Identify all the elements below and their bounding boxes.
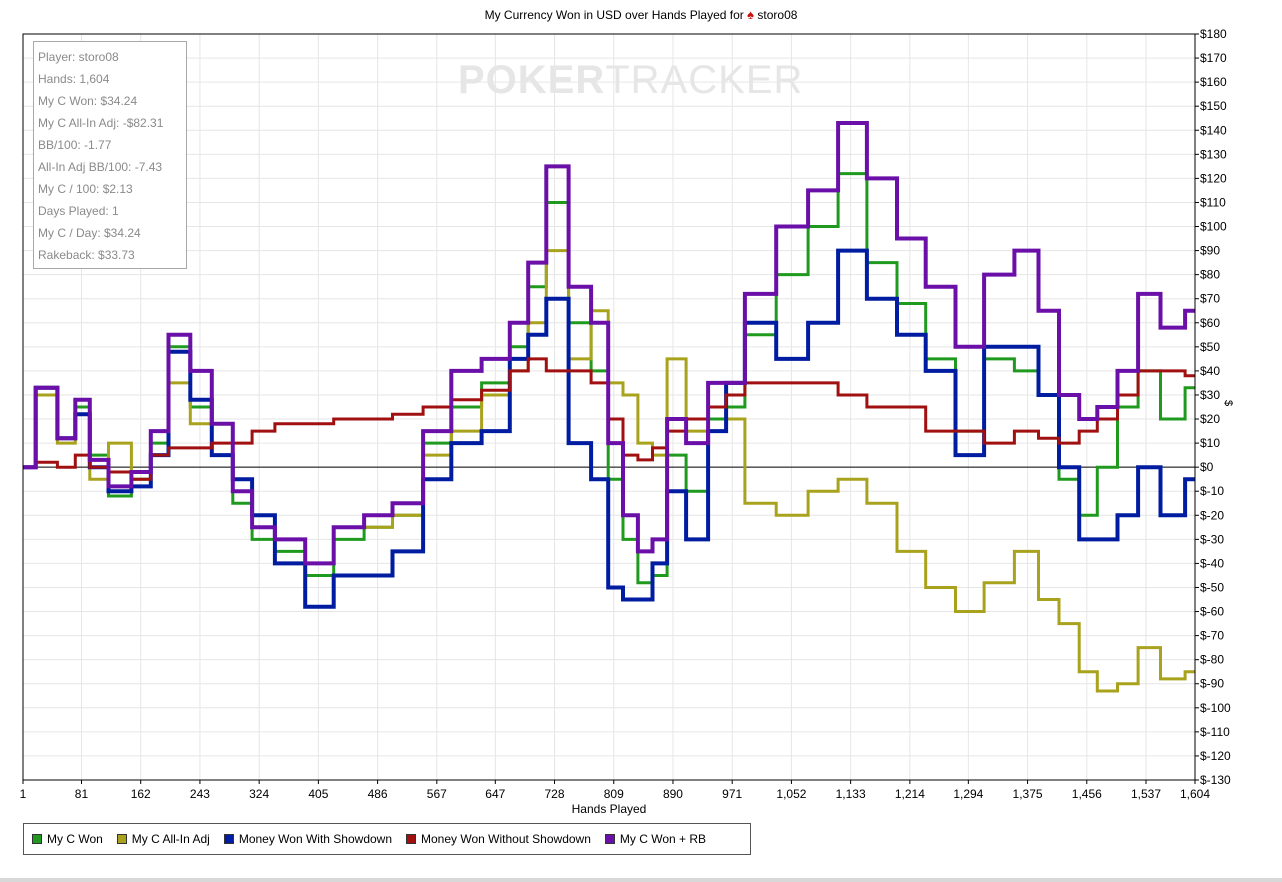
- legend-swatch: [406, 834, 417, 844]
- y-tick-label: $50: [1200, 340, 1220, 354]
- y-tick-label: $130: [1200, 147, 1227, 161]
- stat-line: My C Won: $34.24: [38, 94, 138, 108]
- legend-item: Money Won Without Showdown: [406, 832, 591, 846]
- y-tick-label: $-130: [1200, 773, 1231, 787]
- y-tick-label: $-100: [1200, 701, 1231, 715]
- x-tick-label: 405: [308, 787, 328, 801]
- y-tick-label: $120: [1200, 171, 1227, 185]
- y-tick-label: $90: [1200, 244, 1220, 258]
- y-tick-label: $10: [1200, 436, 1220, 450]
- plot-border: [22, 33, 1196, 781]
- legend-item: Money Won With Showdown: [223, 832, 393, 846]
- x-tick-label: 1,456: [1072, 787, 1102, 801]
- stats-panel: Player: storo08 Hands: 1,604 My C Won: $34…: [33, 41, 187, 269]
- chart-title: My Currency Won in USD over Hands Played…: [0, 7, 1282, 22]
- y-tick-label: $20: [1200, 412, 1220, 426]
- y-tick-label: $80: [1200, 268, 1220, 282]
- legend-item: My C Won + RB: [604, 832, 707, 846]
- y-tick-label: $-90: [1200, 677, 1224, 691]
- x-tick-label: 890: [663, 787, 683, 801]
- y-tick-label: $60: [1200, 316, 1220, 330]
- legend-swatch: [116, 834, 127, 844]
- y-tick-label: $-60: [1200, 605, 1224, 619]
- x-tick-label: 1: [20, 787, 27, 801]
- y-tick-label: $-120: [1200, 749, 1231, 763]
- legend-label: Money Won Without Showdown: [421, 832, 591, 846]
- legend-label: My C Won + RB: [619, 832, 707, 846]
- x-tick-label: 647: [485, 787, 505, 801]
- series-lines: [23, 121, 1195, 693]
- y-tick-label: $-80: [1200, 653, 1224, 667]
- legend-item: My C Won: [32, 832, 103, 846]
- window-bottom-edge: [0, 878, 1282, 882]
- x-tick-label: 486: [368, 787, 388, 801]
- x-axis-ticks: 1 81 162 243 324 405 486 567 647 728 809 890 971 1,05…: [20, 780, 1210, 801]
- y-tick-label: $180: [1200, 27, 1227, 41]
- y-tick-label: $100: [1200, 220, 1227, 234]
- watermark-part1: POKER: [458, 58, 606, 102]
- x-tick-label: 728: [545, 787, 565, 801]
- y-axis-ticks: $180 $170 $160 $150 $140 $130 $120 $110 $100 $90 $…: [1195, 27, 1231, 787]
- y-tick-label: $0: [1200, 460, 1214, 474]
- x-tick-label: 971: [722, 787, 742, 801]
- y-tick-label: $-110: [1200, 725, 1230, 739]
- stat-line: My C / Day: $34.24: [38, 226, 141, 240]
- y-tick-label: $150: [1200, 99, 1227, 113]
- chart-legend: My C Won My C All-In Adj Money Won With Sh…: [23, 823, 751, 855]
- y-tick-label: $160: [1200, 75, 1227, 89]
- y-tick-label: $-10: [1200, 484, 1224, 498]
- x-tick-label: 162: [131, 787, 151, 801]
- y-tick-label: $40: [1200, 364, 1220, 378]
- stat-line: My C All-In Adj: -$82.31: [38, 116, 164, 130]
- watermark-part2: TRACKER: [605, 58, 804, 102]
- stat-line: Player: storo08: [38, 50, 119, 64]
- legend-swatch: [604, 834, 615, 844]
- x-tick-label: 243: [190, 787, 210, 801]
- y-tick-label: $140: [1200, 123, 1227, 137]
- x-tick-label: 1,052: [776, 787, 806, 801]
- x-tick-label: 1,133: [836, 787, 866, 801]
- legend-swatch: [223, 834, 234, 844]
- y-tick-label: $70: [1200, 292, 1220, 306]
- stat-line: Rakeback: $33.73: [38, 248, 135, 262]
- x-tick-label: 1,214: [895, 787, 925, 801]
- x-tick-label: 1,537: [1131, 787, 1161, 801]
- series-line-3: [23, 248, 1195, 609]
- spade-icon: ♠: [747, 7, 755, 22]
- x-tick-label: 1,604: [1180, 787, 1210, 801]
- y-tick-label: $-20: [1200, 508, 1224, 522]
- y-tick-label: $-40: [1200, 556, 1224, 570]
- y-tick-label: $-50: [1200, 580, 1224, 594]
- chart-title-player: storo08: [757, 8, 798, 22]
- legend-swatch: [32, 834, 42, 844]
- pokertracker-watermark: POKERTRACKER: [458, 58, 803, 103]
- series-line-5: [23, 121, 1195, 566]
- stat-line: Hands: 1,604: [38, 72, 110, 86]
- y-tick-label: $30: [1200, 388, 1220, 402]
- y-tick-label: $110: [1200, 195, 1226, 209]
- y-tick-label: $170: [1200, 51, 1227, 65]
- legend-item: My C All-In Adj: [116, 832, 210, 846]
- legend-label: My C Won: [47, 832, 103, 846]
- x-tick-label: 324: [249, 787, 269, 801]
- x-tick-label: 1,375: [1013, 787, 1043, 801]
- x-tick-label: 809: [604, 787, 624, 801]
- stat-line: BB/100: -1.77: [38, 138, 112, 152]
- chart-title-text: My Currency Won in USD over Hands Played…: [484, 8, 744, 22]
- stat-line: All-In Adj BB/100: -7.43: [38, 160, 163, 174]
- x-axis-label: Hands Played: [571, 802, 647, 816]
- stat-line: Days Played: 1: [38, 204, 119, 218]
- x-tick-label: 567: [427, 787, 447, 801]
- stat-line: My C / 100: $2.13: [38, 182, 133, 196]
- y-tick-label: $-30: [1200, 532, 1224, 546]
- y-tick-label: $-70: [1200, 629, 1224, 643]
- legend-label: My C All-In Adj: [131, 832, 210, 846]
- legend-label: Money Won With Showdown: [238, 832, 393, 846]
- x-tick-label: 1,294: [953, 787, 983, 801]
- y-axis-label: $: [1222, 400, 1234, 407]
- x-tick-label: 81: [75, 787, 89, 801]
